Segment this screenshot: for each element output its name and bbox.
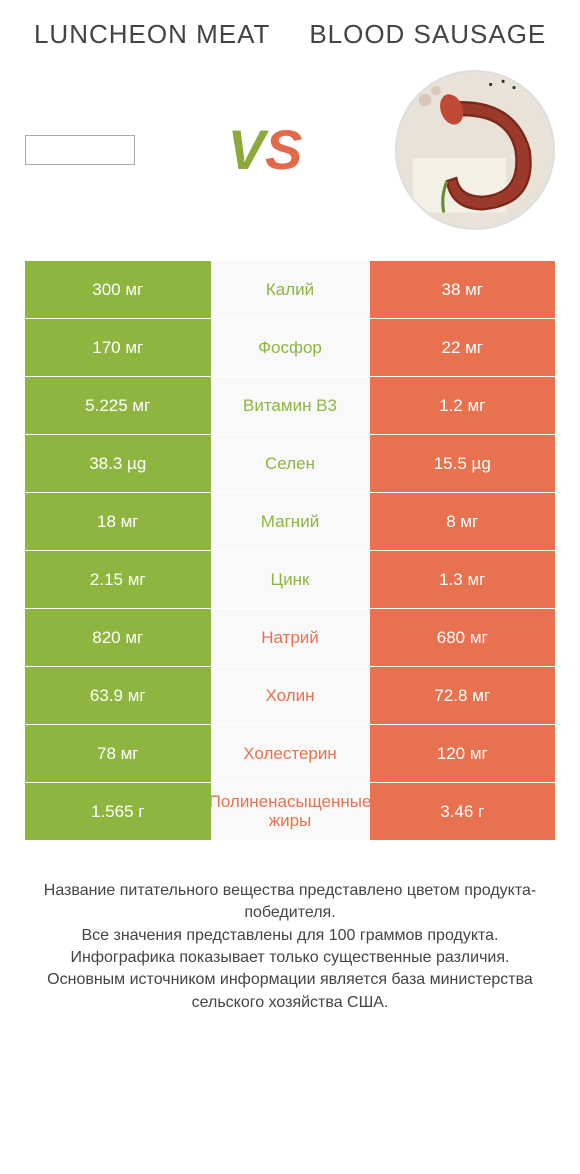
value-right: 1.2 мг: [370, 377, 556, 434]
nutrient-label: Холин: [211, 667, 370, 724]
image-right: [395, 70, 555, 230]
footer-line-2: Все значения представлены для 100 граммо…: [25, 925, 555, 947]
table-row: 820 мгНатрий680 мг: [25, 608, 555, 666]
value-right: 3.46 г: [370, 783, 556, 840]
value-left: 170 мг: [25, 319, 211, 376]
value-left: 18 мг: [25, 493, 211, 550]
comparison-table: 300 мгКалий38 мг170 мгФосфор22 мг5.225 м…: [25, 260, 555, 840]
table-row: 2.15 мгЦинк1.3 мг: [25, 550, 555, 608]
value-right: 680 мг: [370, 609, 556, 666]
table-row: 63.9 мгХолин72.8 мг: [25, 666, 555, 724]
table-row: 38.3 µgСелен15.5 µg: [25, 434, 555, 492]
footer-notes: Название питательного вещества представл…: [25, 880, 555, 1014]
value-left: 5.225 мг: [25, 377, 211, 434]
table-row: 18 мгМагний8 мг: [25, 492, 555, 550]
value-right: 22 мг: [370, 319, 556, 376]
value-left: 63.9 мг: [25, 667, 211, 724]
nutrient-label: Натрий: [211, 609, 370, 666]
title-left: LUNCHEON MEAT: [25, 20, 279, 50]
table-row: 78 мгХолестерин120 мг: [25, 724, 555, 782]
header-row: LUNCHEON MEAT BLOOD SAUSAGE: [25, 20, 555, 50]
nutrient-label: Витамин B3: [211, 377, 370, 434]
value-right: 120 мг: [370, 725, 556, 782]
value-right: 38 мг: [370, 261, 556, 318]
value-left: 300 мг: [25, 261, 211, 318]
footer-line-3: Инфографика показывает только существенн…: [25, 947, 555, 969]
nutrient-label: Фосфор: [211, 319, 370, 376]
title-right: BLOOD SAUSAGE: [301, 20, 555, 50]
table-row: 1.565 гПолиненасыщенные жиры3.46 г: [25, 782, 555, 840]
value-left: 38.3 µg: [25, 435, 211, 492]
nutrient-label: Магний: [211, 493, 370, 550]
nutrient-label: Полиненасыщенные жиры: [211, 783, 370, 840]
vs-s-letter: S: [265, 118, 302, 181]
image-left-placeholder: [25, 135, 135, 165]
value-right: 15.5 µg: [370, 435, 556, 492]
vs-label: VS: [228, 117, 303, 182]
value-left: 1.565 г: [25, 783, 211, 840]
table-row: 300 мгКалий38 мг: [25, 260, 555, 318]
nutrient-label: Холестерин: [211, 725, 370, 782]
nutrient-label: Селен: [211, 435, 370, 492]
value-left: 2.15 мг: [25, 551, 211, 608]
value-left: 78 мг: [25, 725, 211, 782]
vs-v-letter: V: [228, 118, 265, 181]
nutrient-label: Калий: [211, 261, 370, 318]
value-right: 1.3 мг: [370, 551, 556, 608]
vs-row: VS: [25, 70, 555, 230]
value-right: 72.8 мг: [370, 667, 556, 724]
footer-line-4: Основным источником информации является …: [25, 969, 555, 1014]
table-row: 5.225 мгВитамин B31.2 мг: [25, 376, 555, 434]
nutrient-label: Цинк: [211, 551, 370, 608]
value-left: 820 мг: [25, 609, 211, 666]
footer-line-1: Название питательного вещества представл…: [25, 880, 555, 925]
sausage-icon: [397, 72, 553, 228]
table-row: 170 мгФосфор22 мг: [25, 318, 555, 376]
value-right: 8 мг: [370, 493, 556, 550]
